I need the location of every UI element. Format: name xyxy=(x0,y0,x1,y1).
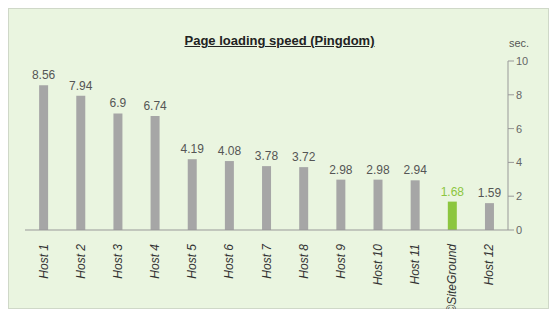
svg-text:Host 10: Host 10 xyxy=(371,244,385,286)
svg-text:6: 6 xyxy=(516,123,522,135)
svg-text:Host 12: Host 12 xyxy=(482,244,496,286)
svg-text:2.94: 2.94 xyxy=(403,163,427,177)
svg-text:2.98: 2.98 xyxy=(366,163,390,177)
svg-text:Host 2: Host 2 xyxy=(74,244,88,279)
svg-text:1.68: 1.68 xyxy=(441,185,465,199)
svg-text:Host 11: Host 11 xyxy=(408,244,422,284)
svg-text:Host 9: Host 9 xyxy=(334,244,348,279)
svg-text:Host 8: Host 8 xyxy=(297,244,311,279)
svg-text:10: 10 xyxy=(516,55,528,67)
svg-text:Host 3: Host 3 xyxy=(111,244,125,279)
html-text:sec.: sec. xyxy=(509,37,530,49)
svg-text:Host 5: Host 5 xyxy=(185,244,199,279)
svg-text:0: 0 xyxy=(516,224,522,236)
svg-text:1.59: 1.59 xyxy=(478,186,502,200)
svg-text:8.56: 8.56 xyxy=(32,68,56,82)
svg-text:Host 4: Host 4 xyxy=(148,244,162,279)
svg-text:4.08: 4.08 xyxy=(218,144,242,158)
svg-text:4: 4 xyxy=(516,156,522,168)
svg-text:2: 2 xyxy=(516,190,522,202)
svg-text:2.98: 2.98 xyxy=(329,163,353,177)
svg-text:Host 7: Host 7 xyxy=(260,243,274,279)
svg-text:4.19: 4.19 xyxy=(181,142,205,156)
svg-text:Host 6: Host 6 xyxy=(222,244,236,279)
svg-text:Host 1: Host 1 xyxy=(37,244,51,279)
svg-text:6.9: 6.9 xyxy=(110,96,127,110)
html-text:Page loading speed (Pingdom): Page loading speed (Pingdom) xyxy=(184,33,375,48)
svg-text:6.74: 6.74 xyxy=(143,99,167,113)
svg-text:3.72: 3.72 xyxy=(292,150,316,164)
svg-text:7.94: 7.94 xyxy=(69,79,93,93)
svg-text:8: 8 xyxy=(516,89,522,101)
svg-text:©SiteGround: ©SiteGround xyxy=(445,244,459,310)
svg-text:3.78: 3.78 xyxy=(255,149,279,163)
